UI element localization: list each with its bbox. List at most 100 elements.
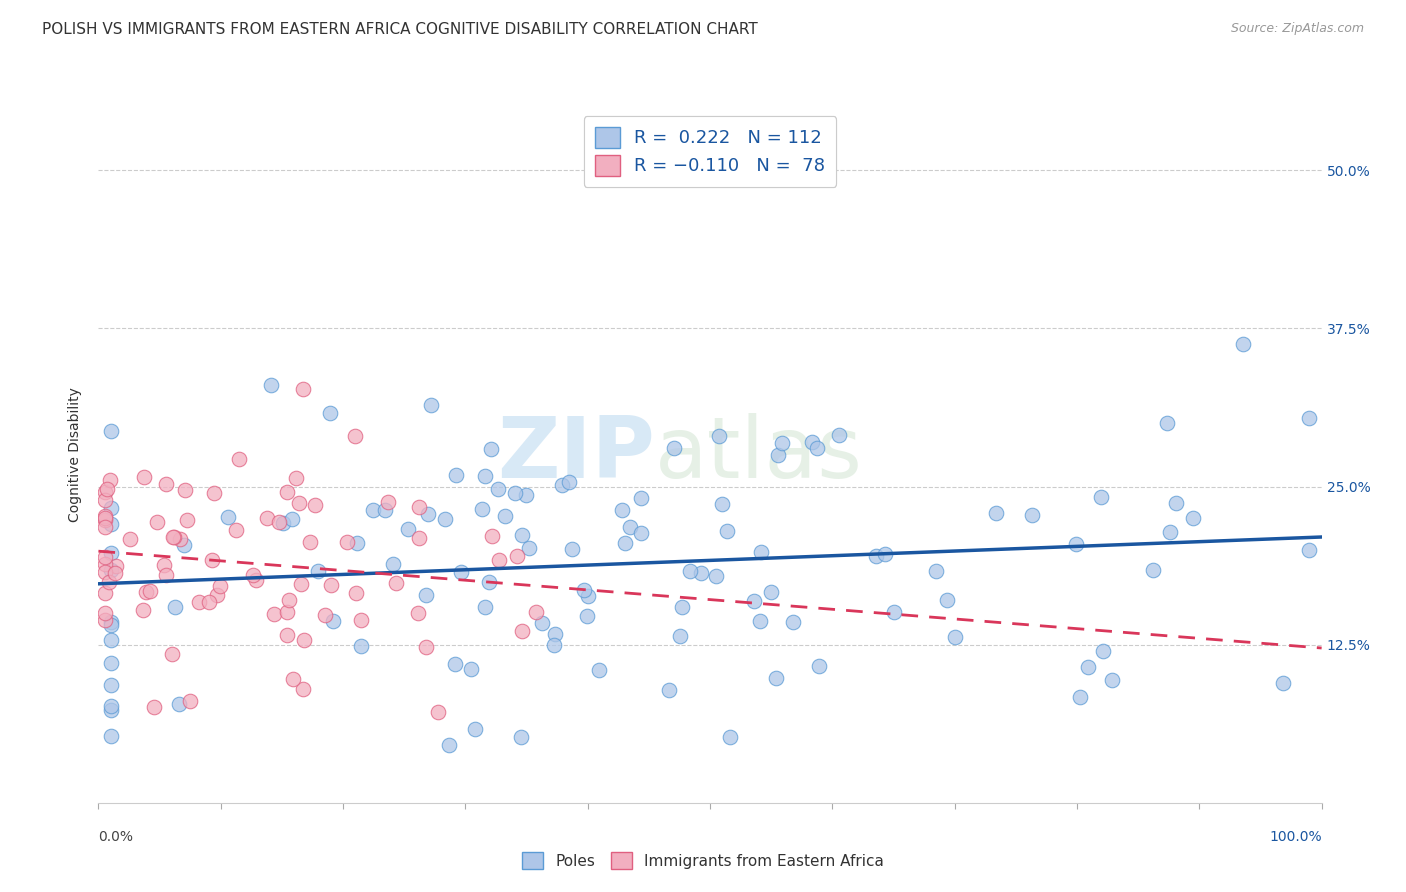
Text: Source: ZipAtlas.com: Source: ZipAtlas.com xyxy=(1230,22,1364,36)
Point xyxy=(105,559,128,574)
Point xyxy=(256,510,278,524)
Point xyxy=(292,632,315,647)
Point xyxy=(1232,336,1254,351)
Point xyxy=(276,628,298,642)
Point xyxy=(1298,542,1320,557)
Point xyxy=(704,569,727,583)
Point xyxy=(93,557,115,571)
Point xyxy=(93,550,115,565)
Point xyxy=(197,595,219,609)
Point xyxy=(749,545,772,559)
Point xyxy=(169,532,191,546)
Point xyxy=(875,547,897,561)
Point xyxy=(658,682,681,697)
Point xyxy=(201,553,224,567)
Point xyxy=(96,483,118,497)
Point xyxy=(576,609,599,624)
Point xyxy=(135,584,157,599)
Point xyxy=(446,468,468,483)
Point xyxy=(143,699,166,714)
Point xyxy=(828,428,851,442)
Point xyxy=(464,722,486,736)
Point xyxy=(374,502,396,516)
Point xyxy=(481,529,503,543)
Point xyxy=(276,605,298,619)
Point xyxy=(479,442,502,457)
Point xyxy=(396,522,419,536)
Point xyxy=(217,509,239,524)
Point xyxy=(782,615,804,629)
Point xyxy=(748,614,770,628)
Point xyxy=(100,678,122,692)
Point xyxy=(572,582,595,597)
Point xyxy=(280,512,302,526)
Point xyxy=(943,630,966,644)
Y-axis label: Cognitive Disability: Cognitive Disability xyxy=(69,387,83,523)
Point xyxy=(808,659,831,673)
Point xyxy=(690,566,713,580)
Point xyxy=(1066,537,1088,551)
Point xyxy=(145,515,167,529)
Point xyxy=(307,564,329,578)
Point xyxy=(100,546,122,560)
Point xyxy=(509,730,531,744)
Point xyxy=(100,698,122,713)
Point xyxy=(460,661,482,675)
Point xyxy=(416,507,439,521)
Point xyxy=(551,477,574,491)
Point xyxy=(160,647,183,661)
Point xyxy=(524,605,547,619)
Point xyxy=(343,429,366,443)
Point xyxy=(173,538,195,552)
Point xyxy=(290,577,312,591)
Point xyxy=(613,536,636,550)
Point xyxy=(350,639,373,653)
Point xyxy=(93,493,115,508)
Point xyxy=(94,513,117,527)
Point xyxy=(437,738,460,752)
Point xyxy=(100,563,122,577)
Point xyxy=(98,474,121,488)
Point xyxy=(93,566,115,580)
Point xyxy=(336,535,359,549)
Point xyxy=(406,606,429,620)
Point xyxy=(1091,644,1114,658)
Point xyxy=(93,606,115,620)
Point xyxy=(93,586,115,600)
Point xyxy=(179,694,201,708)
Point xyxy=(292,382,315,396)
Point xyxy=(766,448,789,462)
Point xyxy=(104,566,127,581)
Point xyxy=(759,585,782,599)
Point xyxy=(267,515,290,529)
Point xyxy=(165,600,187,615)
Point xyxy=(471,501,494,516)
Point xyxy=(883,605,905,619)
Point xyxy=(298,534,321,549)
Point xyxy=(510,528,533,542)
Point xyxy=(1090,490,1112,504)
Point xyxy=(1181,510,1204,524)
Point xyxy=(426,706,449,720)
Point xyxy=(139,583,162,598)
Point xyxy=(321,578,343,592)
Point xyxy=(588,663,610,677)
Point xyxy=(225,524,247,538)
Point xyxy=(100,729,122,743)
Point xyxy=(118,533,141,547)
Point xyxy=(263,607,285,621)
Point xyxy=(363,503,385,517)
Point xyxy=(544,626,567,640)
Point xyxy=(384,575,406,590)
Point xyxy=(415,588,437,602)
Point xyxy=(1271,676,1294,690)
Point xyxy=(167,697,190,711)
Point xyxy=(188,595,211,609)
Point xyxy=(630,526,652,541)
Point xyxy=(474,599,496,614)
Point xyxy=(578,589,600,603)
Point xyxy=(288,496,311,510)
Point xyxy=(474,468,496,483)
Point xyxy=(669,629,692,643)
Point xyxy=(517,541,540,555)
